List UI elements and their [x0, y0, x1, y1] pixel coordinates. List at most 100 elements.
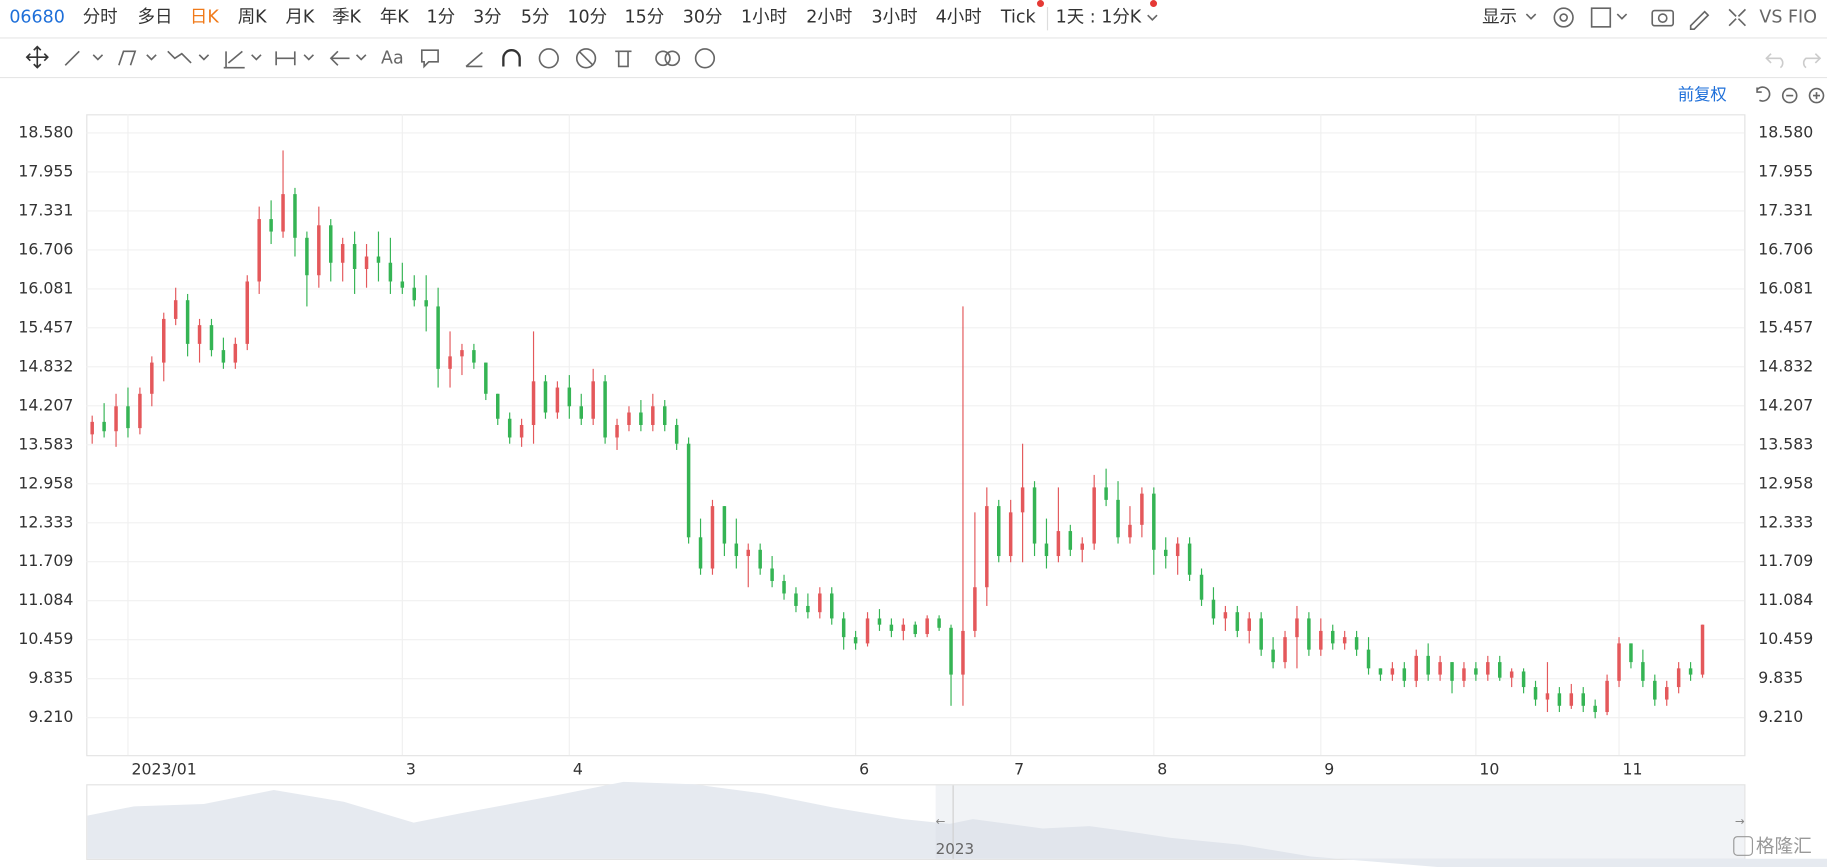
- camera-icon[interactable]: [1651, 9, 1675, 27]
- note-tool[interactable]: [420, 49, 439, 69]
- settings-icon[interactable]: [1553, 7, 1574, 28]
- candle-body: [1545, 693, 1550, 700]
- candle-body: [1080, 543, 1084, 550]
- candle-body: [806, 605, 810, 613]
- navigator-window[interactable]: [935, 785, 1745, 859]
- arrow-tool[interactable]: [329, 50, 350, 66]
- symbol[interactable]: 06680: [9, 8, 65, 28]
- candle-body: [388, 262, 393, 282]
- measure-tool[interactable]: [275, 51, 296, 66]
- y-tick-label: 14.207: [18, 395, 73, 414]
- watermark: 格隆汇: [1756, 837, 1812, 858]
- zoom-out[interactable]: [1781, 87, 1798, 104]
- watermark-logo: [1733, 836, 1754, 856]
- channel-tool[interactable]: [118, 50, 137, 66]
- dropdown-icon: [146, 54, 157, 61]
- candle-body: [1283, 637, 1287, 663]
- candle-body: [1390, 668, 1395, 675]
- period-button[interactable]: 日K: [190, 8, 219, 28]
- period-button[interactable]: 3分: [473, 8, 502, 28]
- pencil-icon[interactable]: [1689, 10, 1710, 30]
- magnet-tool[interactable]: [502, 49, 521, 67]
- angle-tool[interactable]: [465, 51, 483, 68]
- x-tick-label: 7: [1014, 760, 1024, 779]
- period-button[interactable]: 多日: [137, 8, 172, 28]
- candle-body: [1450, 662, 1454, 681]
- candle-body: [531, 381, 536, 425]
- candle-body: [1557, 693, 1562, 706]
- reset-icon[interactable]: [1756, 86, 1771, 102]
- candle-body: [185, 300, 190, 344]
- zoom-in[interactable]: [1808, 87, 1825, 104]
- candle-body: [281, 194, 285, 232]
- x-tick-label: 6: [859, 760, 869, 779]
- tool-settings[interactable]: [694, 48, 716, 69]
- period-button[interactable]: 1天 : 1分K: [1056, 8, 1142, 28]
- lock-tool[interactable]: [538, 48, 559, 69]
- period-button[interactable]: 1分: [426, 8, 455, 28]
- display-button[interactable]: 显示: [1482, 8, 1517, 28]
- candle-body: [1330, 630, 1335, 644]
- wave-tool[interactable]: [167, 50, 192, 64]
- x-tick-label: 2023/01: [131, 760, 196, 779]
- candle-body: [722, 506, 727, 544]
- y-tick-label: 17.955: [18, 161, 73, 180]
- candle-body: [746, 549, 750, 557]
- period-button[interactable]: 周K: [238, 8, 267, 28]
- redo[interactable]: [1802, 53, 1822, 69]
- candle-body: [1629, 643, 1633, 663]
- undo[interactable]: [1765, 53, 1784, 69]
- period-button[interactable]: 5分: [521, 8, 550, 28]
- dropdown-icon[interactable]: [1147, 14, 1158, 22]
- candle-body: [1152, 493, 1156, 550]
- candle-body: [1676, 668, 1681, 688]
- dropdown-icon: [92, 54, 104, 61]
- hide-tool[interactable]: [575, 48, 597, 69]
- y-tick-label: 11.709: [18, 551, 73, 570]
- period-button[interactable]: 10分: [567, 8, 607, 28]
- period-button[interactable]: 2小时: [806, 8, 852, 28]
- collapse-icon[interactable]: [1728, 8, 1747, 27]
- candle-body: [1247, 618, 1251, 631]
- period-button[interactable]: 15分: [625, 8, 665, 28]
- period-button[interactable]: 1小时: [741, 8, 787, 28]
- move-tool[interactable]: [25, 45, 49, 69]
- candle-body: [996, 506, 1001, 557]
- period-button[interactable]: Tick: [1000, 8, 1037, 28]
- candle-body: [126, 406, 130, 429]
- overlay-tool-b: [664, 50, 681, 67]
- candle-body: [472, 350, 476, 363]
- overlay-tool[interactable]: [655, 50, 671, 67]
- x-tick-label: 11: [1623, 760, 1643, 779]
- delete-tool[interactable]: [615, 50, 632, 68]
- y2-tick-label: 13.583: [1758, 434, 1813, 453]
- candle-body: [1700, 624, 1705, 675]
- candle-body: [1414, 655, 1418, 681]
- candle-body: [1342, 637, 1347, 644]
- text-tool[interactable]: Aa: [381, 48, 404, 68]
- compare-button[interactable]: VS FIO: [1759, 8, 1817, 28]
- y2-tick-label: 16.081: [1758, 278, 1813, 297]
- candle-body: [603, 381, 607, 438]
- period-button[interactable]: 4小时: [936, 8, 982, 28]
- period-button[interactable]: 分时: [83, 8, 118, 28]
- y-tick-label: 12.333: [18, 512, 73, 531]
- period-button[interactable]: 年K: [380, 8, 409, 28]
- period-button[interactable]: 3小时: [872, 8, 918, 28]
- candle-body: [865, 618, 870, 644]
- candle-body: [233, 343, 238, 363]
- candle-body: [460, 350, 464, 357]
- layout-icon[interactable]: [1590, 7, 1612, 28]
- adjust-mode[interactable]: 前复权: [1678, 85, 1727, 104]
- candle-body: [1128, 524, 1132, 538]
- period-button[interactable]: 30分: [683, 8, 723, 28]
- x-tick-label: 4: [573, 760, 583, 779]
- period-button[interactable]: 月K: [285, 8, 314, 28]
- candle-body: [1497, 662, 1502, 678]
- candle-body: [1354, 637, 1359, 650]
- line-tool[interactable]: [64, 50, 80, 66]
- fib-tool[interactable]: [223, 50, 245, 69]
- candle-body: [305, 237, 309, 276]
- period-button[interactable]: 季K: [332, 8, 361, 28]
- candle-body: [1509, 671, 1514, 678]
